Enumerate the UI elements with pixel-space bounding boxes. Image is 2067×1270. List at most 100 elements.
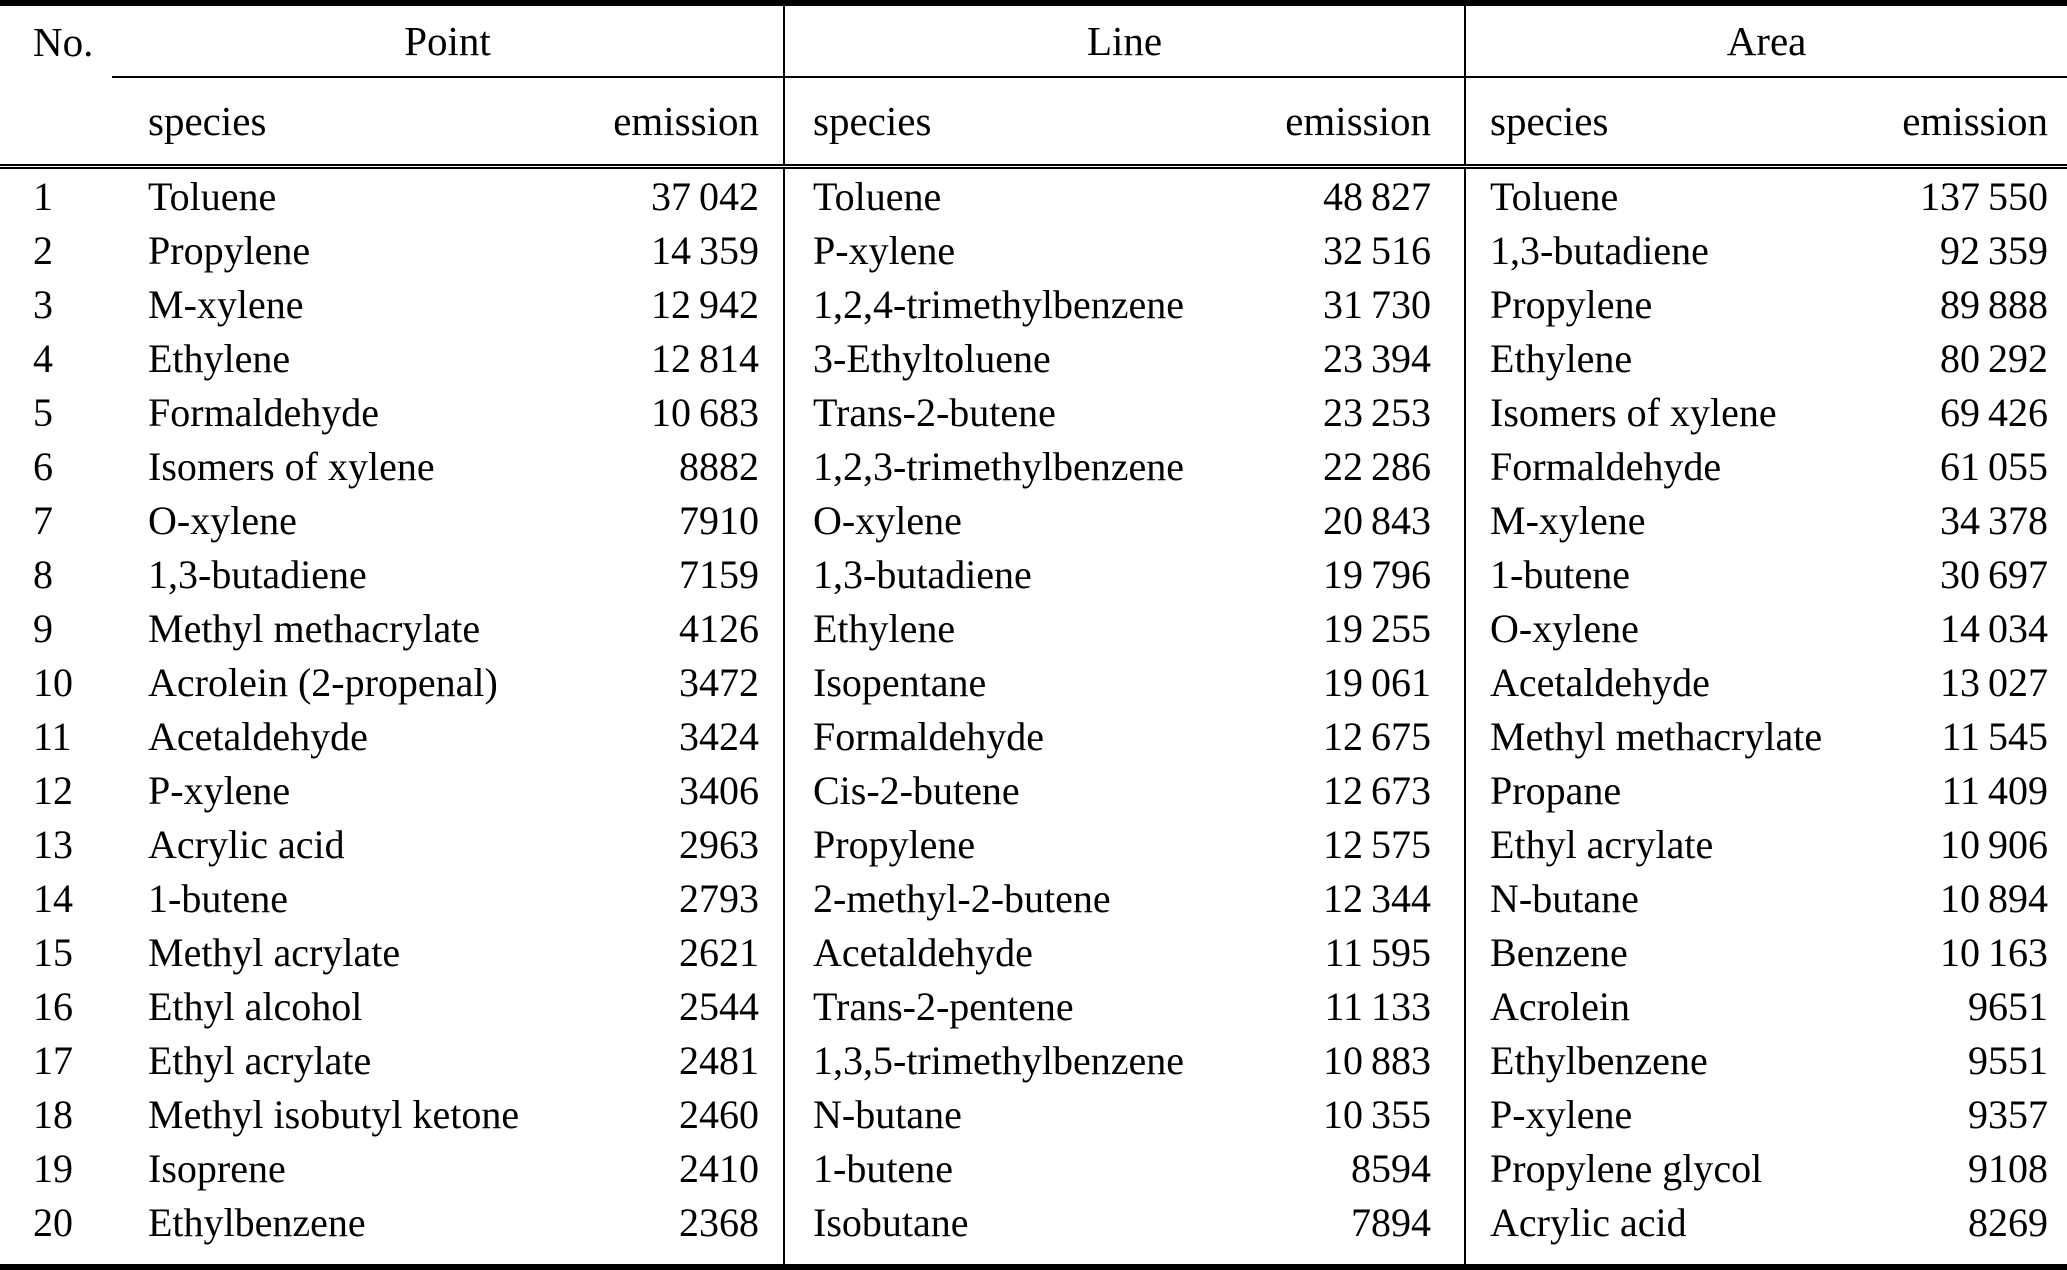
area-species: 1-butene <box>1464 547 1842 601</box>
area-species: P-xylene <box>1464 1087 1842 1141</box>
table-row: 11 Acetaldehyde 3424 Formaldehyde 12 675… <box>0 709 2067 763</box>
line-species: Formaldehyde <box>783 709 1239 763</box>
line-emission: 23 253 <box>1323 389 1432 435</box>
point-species: 1,3-butadiene <box>148 551 367 597</box>
point-species: 1-butene <box>148 875 288 921</box>
point-emission: 2460 <box>679 1091 759 1137</box>
area-species: Ethylene <box>1464 331 1842 385</box>
empty-header-cell <box>0 77 112 169</box>
table-row: 19 Isoprene 2410 1-butene 8594 Propylene… <box>0 1141 2067 1195</box>
area-emission: 8269 <box>1968 1199 2049 1245</box>
line-species: 3-Ethyltoluene <box>783 331 1239 385</box>
point-species: Isoprene <box>148 1145 286 1191</box>
area-emission: 10 163 <box>1940 929 2049 975</box>
line-species: 1-butene <box>783 1141 1239 1195</box>
point-species: Isomers of xylene <box>148 443 435 489</box>
point-emission: 3472 <box>679 659 759 705</box>
line-emission: 10 355 <box>1323 1091 1432 1137</box>
area-emission: 30 697 <box>1940 551 2049 597</box>
area-emission: 9551 <box>1968 1037 2049 1083</box>
area-species: Acrolein <box>1464 979 1842 1033</box>
line-species: 1,3,5-trimethylbenzene <box>783 1033 1239 1087</box>
point-emission: 14 359 <box>650 227 759 273</box>
table-row: 9 Methyl methacrylate 4126 Ethylene 19 2… <box>0 601 2067 655</box>
point-emission: 2368 <box>679 1199 759 1245</box>
area-emission: 89 888 <box>1940 281 2049 327</box>
area-species-header: species <box>1464 77 1842 169</box>
area-emission: 92 359 <box>1940 227 2049 273</box>
row-number: 9 <box>33 605 53 651</box>
line-species: 1,2,3-trimethylbenzene <box>783 439 1239 493</box>
row-number: 20 <box>33 1199 73 1245</box>
point-emission-header: emission <box>562 77 784 169</box>
point-emission: 2621 <box>679 929 759 975</box>
table-row: 20 Ethylbenzene 2368 Isobutane 7894 Acry… <box>0 1195 2067 1267</box>
area-emission: 9651 <box>1968 983 2049 1029</box>
area-species: Acrylic acid <box>1464 1195 1842 1267</box>
area-species: O-xylene <box>1464 601 1842 655</box>
line-group-header: Line <box>782 3 1466 78</box>
area-species: Isomers of xylene <box>1464 385 1842 439</box>
row-number: 6 <box>33 443 53 489</box>
line-emission: 48 827 <box>1323 173 1432 219</box>
no-column-header: No. <box>33 18 94 65</box>
line-emission: 31 730 <box>1323 281 1432 327</box>
line-emission: 10 883 <box>1323 1037 1432 1083</box>
line-emission: 19 796 <box>1323 551 1432 597</box>
point-emission: 10 683 <box>650 389 759 435</box>
point-emission: 2410 <box>679 1145 759 1191</box>
point-species: Methyl isobutyl ketone <box>148 1091 520 1137</box>
area-emission: 10 906 <box>1940 821 2049 867</box>
point-species: Acetaldehyde <box>148 713 368 759</box>
area-emission: 69 426 <box>1940 389 2049 435</box>
area-species: Acetaldehyde <box>1464 655 1842 709</box>
line-species: Trans-2-pentene <box>783 979 1239 1033</box>
point-emission: 7159 <box>679 551 759 597</box>
line-emission: 12 675 <box>1323 713 1432 759</box>
point-species: M-xylene <box>148 281 304 327</box>
row-number: 5 <box>33 389 53 435</box>
table-row: 7 O-xylene 7910 O-xylene 20 843 M-xylene… <box>0 493 2067 547</box>
point-species: Ethylbenzene <box>148 1199 366 1245</box>
line-emission: 22 286 <box>1323 443 1432 489</box>
table-row: 12 P-xylene 3406 Cis-2-butene 12 673 Pro… <box>0 763 2067 817</box>
row-number: 19 <box>33 1145 73 1191</box>
table-row: 13 Acrylic acid 2963 Propylene 12 575 Et… <box>0 817 2067 871</box>
area-species: Ethyl acrylate <box>1464 817 1842 871</box>
row-number: 7 <box>33 497 53 543</box>
area-emission: 10 894 <box>1940 875 2049 921</box>
table-row: 8 1,3-butadiene 7159 1,3-butadiene 19 79… <box>0 547 2067 601</box>
area-species: Propylene <box>1464 277 1842 331</box>
row-number: 1 <box>33 173 53 219</box>
row-number: 16 <box>33 983 73 1029</box>
area-emission: 14 034 <box>1940 605 2049 651</box>
line-emission: 32 516 <box>1323 227 1432 273</box>
point-species: Methyl methacrylate <box>148 605 481 651</box>
area-species: Toluene <box>1464 166 1842 223</box>
line-emission: 11 133 <box>1324 983 1432 1029</box>
point-emission: 2481 <box>679 1037 759 1083</box>
line-species: 2-methyl-2-butene <box>783 871 1239 925</box>
row-number: 11 <box>33 713 72 759</box>
area-species: M-xylene <box>1464 493 1842 547</box>
line-species: O-xylene <box>783 493 1239 547</box>
line-species-header: species <box>783 77 1239 169</box>
point-emission: 3424 <box>679 713 759 759</box>
area-emission: 9357 <box>1968 1091 2049 1137</box>
point-group-header: Point <box>112 3 784 78</box>
line-species: Cis-2-butene <box>783 763 1239 817</box>
area-emission: 137 550 <box>1920 173 2049 219</box>
row-number: 3 <box>33 281 53 327</box>
area-emission: 80 292 <box>1940 335 2049 381</box>
area-group-header: Area <box>1464 3 2067 78</box>
table-row: 2 Propylene 14 359 P-xylene 32 516 1,3-b… <box>0 223 2067 277</box>
line-species: 1,2,4-trimethylbenzene <box>783 277 1239 331</box>
line-emission-header: emission <box>1239 77 1466 169</box>
point-emission: 12 942 <box>650 281 759 327</box>
table-row: 14 1-butene 2793 2-methyl-2-butene 12 34… <box>0 871 2067 925</box>
line-species: Isopentane <box>783 655 1239 709</box>
point-emission: 2793 <box>679 875 759 921</box>
area-emission: 13 027 <box>1940 659 2049 705</box>
line-emission: 11 595 <box>1324 929 1432 975</box>
line-species: N-butane <box>783 1087 1239 1141</box>
